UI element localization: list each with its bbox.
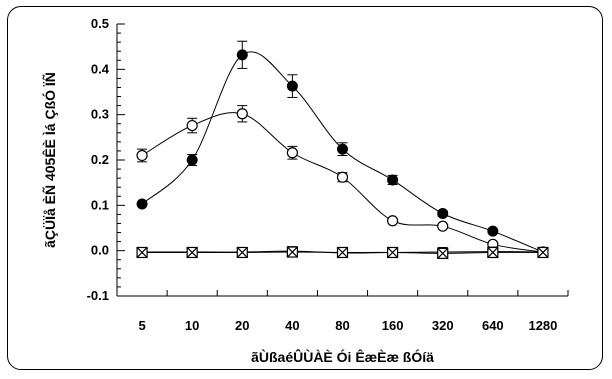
data-point: [236, 246, 248, 259]
data-point: [437, 247, 449, 259]
marker-cross: [487, 247, 499, 258]
data-point: [387, 174, 399, 186]
data-point: [136, 149, 148, 162]
series-line-1: [141, 51, 544, 253]
data-point: [286, 80, 298, 92]
y-tick-label: 0.3: [91, 107, 109, 122]
x-tick-label: 20: [235, 318, 249, 333]
x-tick-label: 640: [482, 318, 504, 333]
data-point: [437, 220, 449, 232]
data-point: [487, 225, 499, 237]
x-tick-label: 10: [185, 318, 199, 333]
data-point: [186, 246, 198, 259]
data-point: [337, 143, 348, 155]
data-point: [387, 246, 399, 259]
data-point: [487, 246, 499, 259]
chart-frame: [7, 6, 603, 370]
x-tick-label: 40: [285, 318, 299, 333]
data-point: [186, 154, 198, 166]
data-point: [437, 207, 449, 219]
y-tick-label: 0.2: [91, 152, 109, 167]
x-tick-label: 160: [382, 318, 404, 333]
y-axis-title: ãÇÜÏå ÈÑ 405ÊÈ Ìá ÇßÓ ÏÑ: [41, 72, 58, 248]
data-point: [136, 198, 148, 210]
y-tick-label: 0.0: [91, 243, 109, 258]
y-tick-label: 0.5: [91, 16, 109, 31]
marker-cross: [286, 246, 298, 258]
x-axis-title: ãÙßaéÛÙÀÈ Ói ÊæÈæ ßÓíä: [251, 348, 434, 365]
x-tick-label: 1280: [528, 318, 557, 333]
y-tick-label: -0.1: [87, 288, 109, 303]
data-points: [136, 40, 549, 259]
x-tick-label: 5: [138, 318, 145, 333]
marker-cross: [186, 247, 198, 258]
data-point: [537, 246, 549, 259]
data-point: [336, 246, 349, 259]
marker-cross: [337, 247, 348, 258]
axes: -0.1 0.0 0.1 0.2 0.3 0.4 0.5 5 10 20 40 80 160 320 640…: [87, 16, 569, 333]
y-tick-label: 0.1: [91, 197, 109, 212]
data-point: [236, 49, 248, 61]
data-point: [336, 171, 349, 183]
data-point: [286, 246, 298, 258]
x-tick-label: 80: [335, 318, 349, 333]
marker-cross: [387, 247, 399, 258]
marker-cross: [537, 247, 549, 258]
marker-cross: [437, 247, 449, 259]
y-tick-label: 0.4: [91, 61, 110, 76]
x-tick-label: 320: [432, 318, 454, 333]
marker-cross: [136, 247, 148, 258]
data-point: [186, 119, 198, 132]
marker-cross: [236, 247, 248, 258]
data-point: [286, 147, 298, 159]
data-point: [136, 246, 148, 259]
data-point: [387, 215, 399, 227]
data-point: [236, 108, 248, 120]
